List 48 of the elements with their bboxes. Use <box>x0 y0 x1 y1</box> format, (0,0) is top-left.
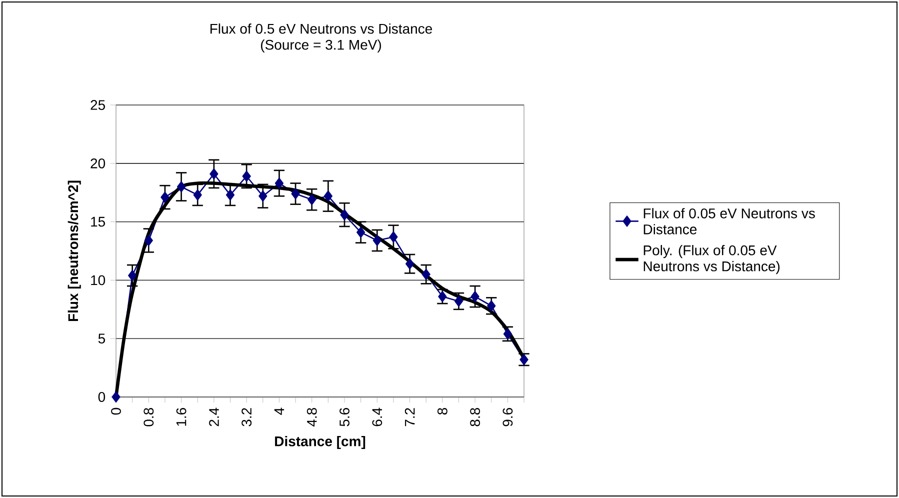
point <box>176 181 186 192</box>
point <box>470 290 480 302</box>
x-tick-label: 6.4 <box>372 408 382 426</box>
point <box>324 190 332 202</box>
chart-title: Flux of 0.5 eV Neutrons vs Distance <box>210 23 432 34</box>
point <box>422 268 430 280</box>
x-tick-label: 5.6 <box>340 408 350 426</box>
point <box>454 296 464 307</box>
x-tick-label: 7.2 <box>404 408 415 426</box>
x-tick-label: 8 <box>437 408 448 415</box>
x-tick-label: 0.8 <box>144 408 154 426</box>
x-tick-label: 0 <box>111 408 121 415</box>
point <box>291 188 300 200</box>
point <box>128 270 137 282</box>
x-tick-label: 4 <box>274 408 284 415</box>
point <box>144 234 153 246</box>
y-tick-label: 0 <box>98 392 106 402</box>
point <box>193 189 202 201</box>
point <box>487 300 496 312</box>
point <box>405 258 414 270</box>
point <box>258 190 268 202</box>
point <box>372 234 382 246</box>
legend-label: Flux of 0.05 eV Neutrons vs Distance <box>644 208 815 234</box>
y-tick-label: 5 <box>98 334 106 344</box>
point <box>112 391 120 403</box>
point <box>242 170 251 182</box>
y-tick-label: 15 <box>91 216 106 227</box>
point <box>308 194 316 206</box>
point <box>226 189 235 201</box>
y-tick-label: 20 <box>90 158 106 168</box>
point <box>274 178 284 189</box>
chart-subtitle: (Source = 3.1 MeV) <box>260 39 381 53</box>
legend-label: Poly. (Flux of 0.05 eV Neutrons vs Distance) <box>644 245 780 274</box>
point <box>340 209 349 220</box>
x-axis-title: Distance [cm] <box>275 436 366 450</box>
point <box>389 231 398 243</box>
y-axis-title: Flux [neutrons/cm^2] <box>68 180 81 322</box>
x-tick-label: 1.6 <box>176 408 186 426</box>
x-tick-label: 8.8 <box>470 408 480 426</box>
y-tick-label: 25 <box>90 100 106 110</box>
x-tick-label: 2.4 <box>209 408 219 426</box>
x-tick-label: 4.8 <box>306 408 317 427</box>
x-tick-label: 3.2 <box>242 408 252 426</box>
point <box>210 168 218 180</box>
x-tick-label: 9.6 <box>502 408 513 426</box>
point <box>160 192 170 203</box>
y-tick-label: 10 <box>91 275 106 286</box>
point <box>356 226 366 238</box>
